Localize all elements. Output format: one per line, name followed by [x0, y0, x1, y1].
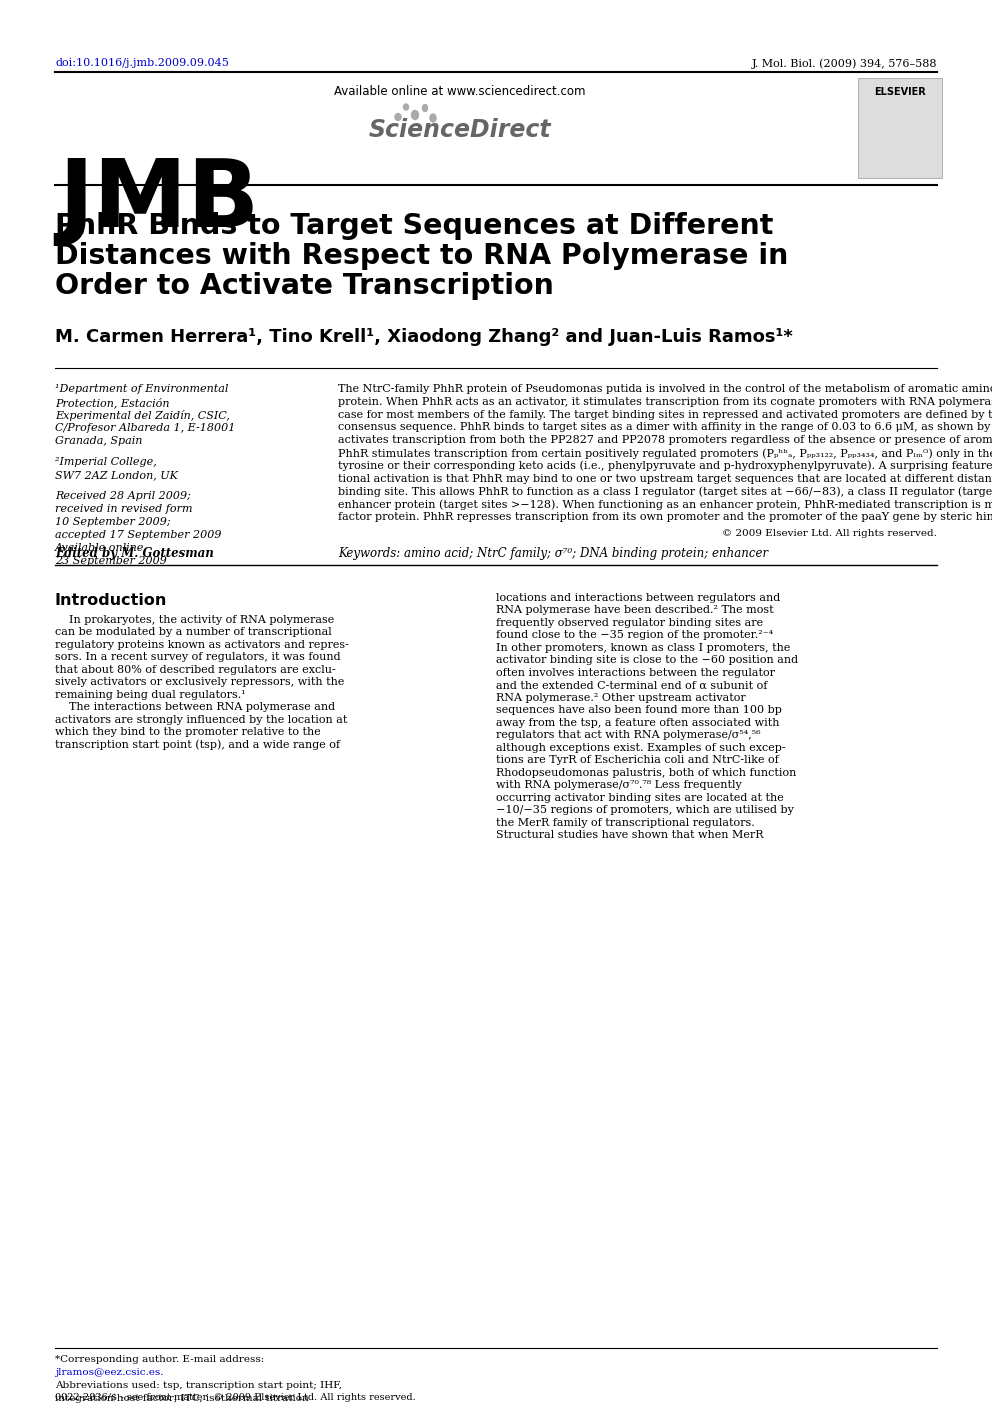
Text: locations and interactions between regulators and: locations and interactions between regul… — [496, 593, 781, 603]
Bar — [858, 79, 942, 178]
Text: PhhR stimulates transcription from certain positively regulated promoters (Pₚʰʰₐ: PhhR stimulates transcription from certa… — [338, 448, 992, 459]
Text: away from the tsp, a feature often associated with: away from the tsp, a feature often assoc… — [496, 718, 780, 728]
Text: 0022-2836/$ - see front matter  © 2009 Elsevier Ltd. All rights reserved.: 0022-2836/$ - see front matter © 2009 El… — [55, 1393, 416, 1402]
Text: remaining being dual regulators.¹: remaining being dual regulators.¹ — [55, 690, 246, 700]
Text: Rhodopseudomonas palustris, both of which function: Rhodopseudomonas palustris, both of whic… — [496, 767, 797, 777]
Text: 10 September 2009;: 10 September 2009; — [55, 516, 171, 528]
Text: RNA polymerase.² Other upstream activator: RNA polymerase.² Other upstream activato… — [496, 693, 746, 703]
Text: consensus sequence. PhhR binds to target sites as a dimer with affinity in the r: consensus sequence. PhhR binds to target… — [338, 422, 992, 432]
Text: Introduction: Introduction — [55, 593, 168, 607]
Text: SW7 2AZ London, UK: SW7 2AZ London, UK — [55, 470, 178, 480]
Text: In other promoters, known as class I promoters, the: In other promoters, known as class I pro… — [496, 643, 791, 652]
Text: factor protein. PhhR represses transcription from its own promoter and the promo: factor protein. PhhR represses transcrip… — [338, 512, 992, 522]
Text: Protection, Estación: Protection, Estación — [55, 397, 170, 408]
Text: tions are TyrR of Escherichia coli and NtrC-like of: tions are TyrR of Escherichia coli and N… — [496, 755, 779, 765]
Text: regulatory proteins known as activators and repres-: regulatory proteins known as activators … — [55, 640, 349, 650]
Text: with RNA polymerase/σ⁷⁰.⁷⁸ Less frequently: with RNA polymerase/σ⁷⁰.⁷⁸ Less frequent… — [496, 780, 742, 790]
Text: although exceptions exist. Examples of such excep-: although exceptions exist. Examples of s… — [496, 742, 786, 753]
Text: often involves interactions between the regulator: often involves interactions between the … — [496, 668, 775, 678]
Text: ELSEVIER: ELSEVIER — [874, 87, 926, 97]
Text: sors. In a recent survey of regulators, it was found: sors. In a recent survey of regulators, … — [55, 652, 340, 662]
Text: 23 September 2009: 23 September 2009 — [55, 556, 167, 565]
Text: jlramos@eez.csic.es.: jlramos@eez.csic.es. — [55, 1368, 164, 1376]
Ellipse shape — [423, 104, 428, 111]
Text: received in revised form: received in revised form — [55, 504, 192, 513]
Text: Available online: Available online — [55, 543, 145, 553]
Text: activator binding site is close to the −60 position and: activator binding site is close to the −… — [496, 655, 799, 665]
Text: regulators that act with RNA polymerase/σ⁵⁴,⁵⁶: regulators that act with RNA polymerase/… — [496, 731, 761, 741]
Text: tyrosine or their corresponding keto acids (i.e., phenylpyruvate and p-hydroxyph: tyrosine or their corresponding keto aci… — [338, 460, 992, 471]
Text: activates transcription from both the PP2827 and PP2078 promoters regardless of : activates transcription from both the PP… — [338, 435, 992, 445]
Text: integration host factor; ITC, isothermal titration: integration host factor; ITC, isothermal… — [55, 1395, 309, 1403]
Ellipse shape — [395, 114, 401, 121]
Text: J. Mol. Biol. (2009) 394, 576–588: J. Mol. Biol. (2009) 394, 576–588 — [752, 58, 937, 69]
Ellipse shape — [412, 111, 419, 119]
Text: Edited by M. Gottesman: Edited by M. Gottesman — [55, 547, 213, 560]
Text: sively activators or exclusively repressors, with the: sively activators or exclusively repress… — [55, 678, 344, 687]
Text: The NtrC-family PhhR protein of Pseudomonas putida is involved in the control of: The NtrC-family PhhR protein of Pseudomo… — [338, 384, 992, 394]
Ellipse shape — [430, 114, 436, 122]
Text: which they bind to the promoter relative to the: which they bind to the promoter relative… — [55, 727, 320, 738]
Text: PhhR Binds to Target Sequences at Different: PhhR Binds to Target Sequences at Differ… — [55, 212, 774, 240]
Text: ¹Department of Environmental: ¹Department of Environmental — [55, 384, 228, 394]
Text: doi:10.1016/j.jmb.2009.09.045: doi:10.1016/j.jmb.2009.09.045 — [55, 58, 229, 67]
Text: Granada, Spain: Granada, Spain — [55, 436, 143, 446]
Text: Abbreviations used: tsp, transcription start point; IHF,: Abbreviations used: tsp, transcription s… — [55, 1381, 342, 1390]
Text: Experimental del Zaidín, CSIC,: Experimental del Zaidín, CSIC, — [55, 410, 230, 421]
Text: © 2009 Elsevier Ltd. All rights reserved.: © 2009 Elsevier Ltd. All rights reserved… — [722, 529, 937, 537]
Text: Structural studies have shown that when MerR: Structural studies have shown that when … — [496, 831, 764, 840]
Text: sequences have also been found more than 100 bp: sequences have also been found more than… — [496, 706, 782, 716]
Text: and the extended C-terminal end of α subunit of: and the extended C-terminal end of α sub… — [496, 680, 768, 690]
Text: ²Imperial College,: ²Imperial College, — [55, 457, 157, 467]
Text: RNA polymerase have been described.² The most: RNA polymerase have been described.² The… — [496, 605, 774, 616]
Text: ScienceDirect: ScienceDirect — [369, 118, 552, 142]
Text: *Corresponding author. E-mail address:: *Corresponding author. E-mail address: — [55, 1355, 264, 1364]
Text: M. Carmen Herrera¹, Tino Krell¹, Xiaodong Zhang² and Juan-Luis Ramos¹*: M. Carmen Herrera¹, Tino Krell¹, Xiaodon… — [55, 328, 793, 347]
Text: accepted 17 September 2009: accepted 17 September 2009 — [55, 530, 221, 540]
Text: frequently observed regulator binding sites are: frequently observed regulator binding si… — [496, 617, 763, 627]
Text: enhancer protein (target sites >−128). When functioning as an enhancer protein, : enhancer protein (target sites >−128). W… — [338, 499, 992, 509]
Text: JMB: JMB — [58, 154, 259, 247]
Text: The interactions between RNA polymerase and: The interactions between RNA polymerase … — [55, 703, 335, 713]
Text: Order to Activate Transcription: Order to Activate Transcription — [55, 272, 554, 300]
Text: Keywords: amino acid; NtrC family; σ⁷⁰; DNA binding protein; enhancer: Keywords: amino acid; NtrC family; σ⁷⁰; … — [338, 547, 768, 560]
Text: the MerR family of transcriptional regulators.: the MerR family of transcriptional regul… — [496, 818, 755, 828]
Text: binding site. This allows PhhR to function as a class I regulator (target sites : binding site. This allows PhhR to functi… — [338, 487, 992, 497]
Text: tional activation is that PhhR may bind to one or two upstream target sequences : tional activation is that PhhR may bind … — [338, 474, 992, 484]
Text: Available online at www.sciencedirect.com: Available online at www.sciencedirect.co… — [334, 86, 585, 98]
Text: Received 28 April 2009;: Received 28 April 2009; — [55, 491, 190, 501]
Text: that about 80% of described regulators are exclu-: that about 80% of described regulators a… — [55, 665, 335, 675]
Text: case for most members of the family. The target binding sites in repressed and a: case for most members of the family. The… — [338, 410, 992, 419]
Text: In prokaryotes, the activity of RNA polymerase: In prokaryotes, the activity of RNA poly… — [55, 615, 334, 624]
Text: can be modulated by a number of transcriptional: can be modulated by a number of transcri… — [55, 627, 331, 637]
Ellipse shape — [404, 104, 409, 109]
Text: transcription start point (tsp), and a wide range of: transcription start point (tsp), and a w… — [55, 739, 340, 751]
Text: found close to the −35 region of the promoter.²⁻⁴: found close to the −35 region of the pro… — [496, 630, 773, 640]
Text: activators are strongly influenced by the location at: activators are strongly influenced by th… — [55, 714, 347, 725]
Text: C/Profesor Albareda 1, E-18001: C/Profesor Albareda 1, E-18001 — [55, 422, 235, 434]
Text: occurring activator binding sites are located at the: occurring activator binding sites are lo… — [496, 793, 784, 803]
Text: −10/−35 regions of promoters, which are utilised by: −10/−35 regions of promoters, which are … — [496, 805, 794, 815]
Text: Distances with Respect to RNA Polymerase in: Distances with Respect to RNA Polymerase… — [55, 241, 789, 269]
Text: protein. When PhhR acts as an activator, it stimulates transcription from its co: protein. When PhhR acts as an activator,… — [338, 397, 992, 407]
